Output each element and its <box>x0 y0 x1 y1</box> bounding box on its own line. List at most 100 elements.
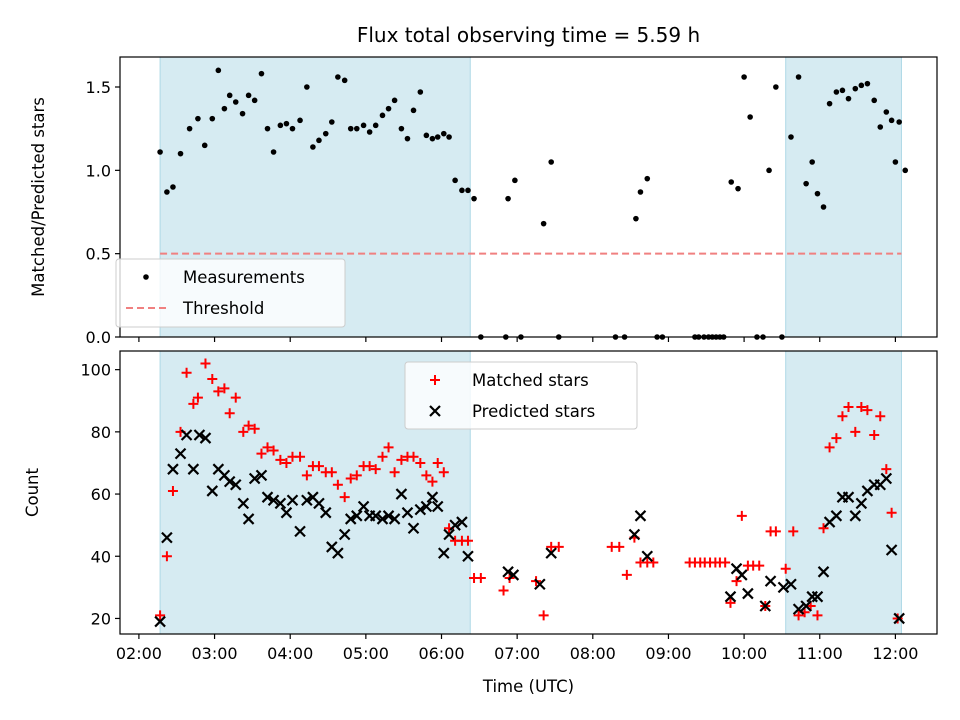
legend-label: Predicted stars <box>472 402 595 421</box>
measurement-point <box>833 89 840 95</box>
legend-marker-predicted <box>429 405 441 417</box>
measurement-point <box>429 135 436 142</box>
predicted-stars-point <box>534 578 546 591</box>
legend-label: Matched stars <box>472 371 589 390</box>
measurement-point <box>728 179 735 185</box>
matched-stars-point <box>207 373 218 384</box>
predicted-stars-point <box>426 491 439 503</box>
measurement-point <box>186 125 193 132</box>
y-tick-label: 80 <box>91 423 111 442</box>
measurement-point <box>471 195 477 202</box>
matched-stars-point <box>268 445 279 456</box>
measurement-point <box>258 70 265 77</box>
legend-1: Measurements Threshold <box>115 258 346 328</box>
predicted-stars-point <box>223 475 236 488</box>
measurement-point <box>195 115 201 122</box>
measurement-point <box>289 125 296 132</box>
measurement-point <box>398 125 405 132</box>
measurement-point <box>170 184 176 190</box>
measurement-point <box>335 74 341 80</box>
predicted-stars-point <box>174 447 187 460</box>
matched-stars-point <box>831 433 842 444</box>
measurement-point <box>232 99 239 105</box>
predicted-stars-point <box>237 497 250 510</box>
predicted-stars-point <box>313 497 325 510</box>
measurement-point <box>465 187 471 194</box>
matched-stars-point <box>213 386 224 397</box>
measurement-point <box>896 119 902 125</box>
matched-stars-point <box>332 479 343 490</box>
matched-stars-point <box>364 461 375 472</box>
predicted-stars-point <box>229 478 242 491</box>
matched-stars-point <box>275 454 286 465</box>
predicted-stars-point <box>742 587 754 600</box>
matched-stars-point <box>295 451 306 462</box>
matched-stars-point <box>498 585 509 596</box>
matched-stars-point <box>812 610 823 621</box>
measurement-point <box>452 177 458 184</box>
matched-stars-point <box>850 426 861 437</box>
matched-stars-point <box>843 401 854 412</box>
x-tick-label: 06:00 <box>418 644 464 663</box>
measurement-point <box>773 84 779 90</box>
predicted-stars-point <box>382 510 395 522</box>
measurement-point <box>633 215 639 222</box>
measurement-point <box>858 82 865 89</box>
matched-stars-point <box>462 535 473 546</box>
measurement-point <box>164 189 170 195</box>
matched-stars-point <box>837 411 848 422</box>
predicted-stars-point <box>849 510 862 522</box>
x-tick-label: 05:00 <box>343 644 389 663</box>
measurement-point <box>215 67 222 74</box>
predicted-stars-point <box>395 488 408 500</box>
predicted-stars-point <box>817 566 830 578</box>
matched-stars-point <box>754 560 765 571</box>
measurement-point <box>446 134 452 140</box>
measurement-point <box>852 85 859 92</box>
predicted-stars-point <box>764 575 777 587</box>
measurement-point <box>209 115 216 122</box>
matched-stars-point <box>881 464 892 475</box>
predicted-stars-point <box>199 432 212 444</box>
predicted-stars-point <box>187 463 200 475</box>
matched-stars-point <box>886 507 897 518</box>
matched-stars-point <box>188 398 199 409</box>
predicted-stars-point <box>369 510 382 522</box>
measurement-point <box>864 80 871 87</box>
matched-stars-point <box>238 426 249 437</box>
matched-stars-point <box>720 557 731 568</box>
measurement-point <box>379 112 386 119</box>
predicted-stars-point <box>332 547 344 559</box>
predicted-stars-point <box>274 497 287 510</box>
shaded-interval <box>785 56 902 338</box>
measurement-point <box>548 159 554 165</box>
predicted-stars-point <box>154 615 166 628</box>
predicted-stars-point <box>407 522 420 535</box>
measurement-point <box>644 175 651 182</box>
matched-stars-point <box>824 442 835 453</box>
predicted-stars-point <box>792 603 805 615</box>
y-axis-label: Count <box>23 467 42 517</box>
x-tick-label: 12:00 <box>872 644 918 663</box>
measurement-point <box>820 204 827 210</box>
predicted-stars-point <box>842 491 855 503</box>
legend-label: Threshold <box>182 299 264 318</box>
predicted-stars-point <box>736 569 748 581</box>
matched-stars-point <box>869 429 880 440</box>
matched-stars-point <box>370 464 381 475</box>
measurement-point <box>310 144 316 150</box>
y-tick-label: 100 <box>80 361 111 380</box>
measurement-point <box>277 122 284 129</box>
matched-stars-point <box>230 392 241 403</box>
predicted-stars-point <box>267 494 280 507</box>
measurement-point <box>747 114 753 120</box>
matched-stars-point <box>408 451 419 462</box>
matched-stars-point <box>167 485 178 496</box>
matched-stars-point <box>538 610 549 621</box>
measurement-point <box>795 74 802 80</box>
predicted-stars-point <box>294 525 306 538</box>
measurement-point <box>283 120 290 127</box>
predicted-stars-point <box>161 531 173 544</box>
matched-stars-point <box>736 510 747 521</box>
predicted-stars-point <box>893 612 905 625</box>
